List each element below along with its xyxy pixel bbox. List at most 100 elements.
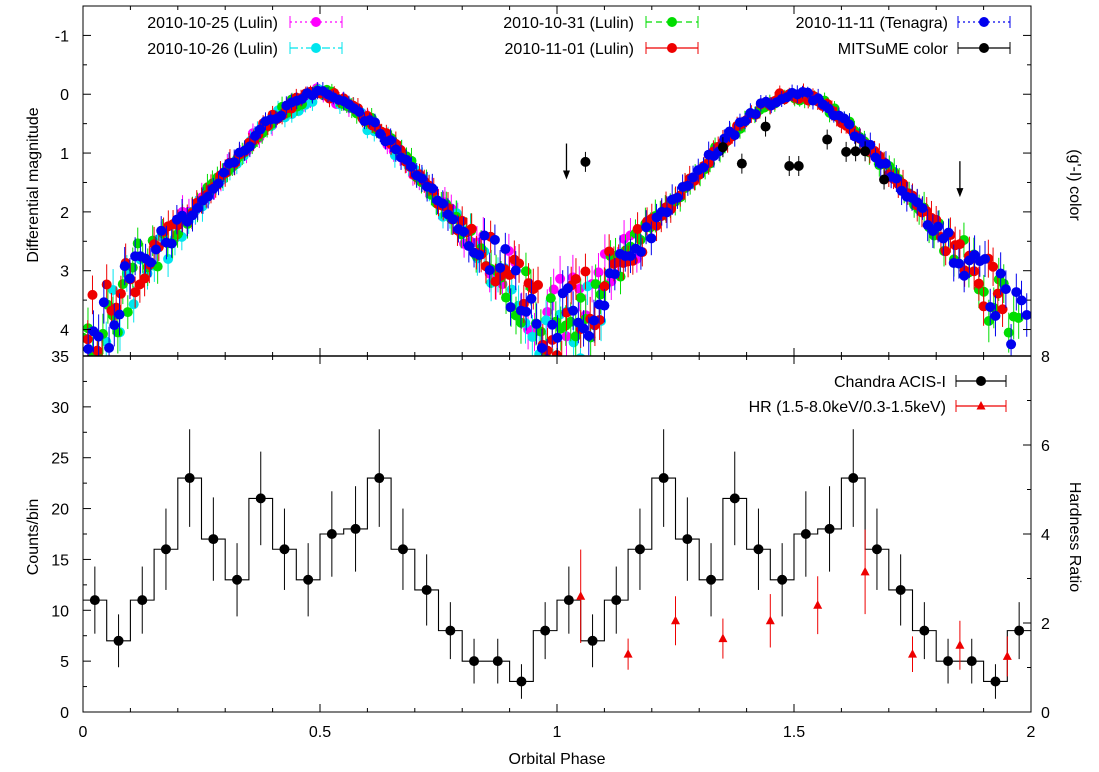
counts-point <box>800 529 811 539</box>
data-point <box>973 278 984 289</box>
counts-point <box>824 523 835 534</box>
data-point <box>740 116 751 127</box>
legend-label: 2010-11-11 (Tenagra) <box>796 15 948 32</box>
color-point <box>717 142 728 153</box>
data-point <box>114 309 125 320</box>
data-point <box>593 267 604 278</box>
data-point <box>276 110 287 121</box>
data-point <box>661 207 672 218</box>
data-point <box>521 306 532 317</box>
data-point <box>980 253 991 264</box>
data-point <box>375 128 386 139</box>
color-point <box>822 134 833 145</box>
data-point <box>682 180 693 191</box>
data-point <box>959 270 970 281</box>
data-point <box>547 319 558 330</box>
top-y2label: (g'-I) color <box>1066 149 1083 221</box>
data-point <box>437 198 448 209</box>
data-point <box>548 367 558 377</box>
data-point <box>87 289 98 300</box>
data-point <box>570 274 581 285</box>
data-point <box>255 124 266 135</box>
data-point <box>124 273 135 284</box>
data-point <box>416 173 427 184</box>
top-panel-data <box>83 82 1031 377</box>
counts-point <box>706 574 717 585</box>
hr-point <box>1002 651 1012 660</box>
counts-point <box>160 544 171 555</box>
legend-label: MITSuME color <box>838 41 949 58</box>
data-point <box>213 178 224 189</box>
data-point <box>609 269 620 280</box>
data-point <box>953 258 964 269</box>
data-point <box>156 225 167 236</box>
x-tick-label: 2 <box>1027 724 1036 741</box>
data-point <box>187 210 198 221</box>
data-point <box>595 289 606 300</box>
y2-tick-label: 2 <box>1041 616 1050 633</box>
data-point <box>575 292 586 303</box>
data-point <box>427 183 438 194</box>
data-point <box>94 364 104 374</box>
data-point <box>101 279 112 290</box>
data-point <box>599 300 610 311</box>
legend-marker <box>976 376 986 386</box>
counts-point <box>326 529 337 539</box>
y-tick-label: 5 <box>60 654 69 671</box>
color-point <box>860 146 871 157</box>
data-point <box>990 310 1001 321</box>
counts-point <box>303 574 314 585</box>
data-point <box>406 161 417 172</box>
data-point <box>575 353 585 356</box>
x-tick-label: 1 <box>553 724 562 741</box>
counts-point <box>990 676 1001 687</box>
counts-point <box>587 635 598 646</box>
y-tick-label: 30 <box>51 400 69 417</box>
counts-point <box>634 544 645 555</box>
x-axis-label: Orbital Phase <box>509 751 606 768</box>
data-point <box>933 221 944 232</box>
data-point <box>995 268 1006 279</box>
data-point <box>545 293 556 304</box>
data-point <box>588 315 599 326</box>
data-point <box>561 331 572 342</box>
counts-point <box>232 574 243 585</box>
color-point <box>879 174 890 185</box>
data-point <box>562 283 573 294</box>
counts-point <box>682 534 693 545</box>
legend-marker <box>667 17 677 27</box>
hr-point <box>765 615 775 625</box>
data-point <box>93 331 104 342</box>
counts-point <box>137 595 148 606</box>
hr-point <box>671 615 680 625</box>
data-point <box>632 224 643 235</box>
data-point <box>166 238 177 249</box>
counts-point <box>1014 625 1025 636</box>
data-point <box>99 355 105 356</box>
legend-label: HR (1.5-8.0keV/0.3-1.5keV) <box>749 399 946 416</box>
counts-point <box>729 493 740 504</box>
data-point <box>98 297 109 308</box>
hr-point <box>813 600 823 609</box>
y2-tick-label: 8 <box>1041 349 1050 366</box>
y-tick-label: 0 <box>60 87 69 104</box>
counts-point <box>184 473 195 484</box>
data-point <box>520 266 531 277</box>
data-point <box>150 244 161 255</box>
y-tick-label: 4 <box>60 323 69 340</box>
data-point <box>531 318 542 329</box>
data-point <box>1011 287 1022 298</box>
data-point <box>574 283 585 294</box>
data-point <box>985 301 996 312</box>
data-point <box>192 203 203 214</box>
bottom-panel-data <box>83 429 1031 699</box>
data-point <box>641 222 652 233</box>
top-ylabel: Differential magnitude <box>25 107 42 262</box>
data-point <box>489 234 500 245</box>
legend-marker <box>979 17 989 27</box>
data-point <box>823 103 834 114</box>
data-point <box>940 246 951 257</box>
legend-label: Chandra ACIS-I <box>834 374 946 391</box>
